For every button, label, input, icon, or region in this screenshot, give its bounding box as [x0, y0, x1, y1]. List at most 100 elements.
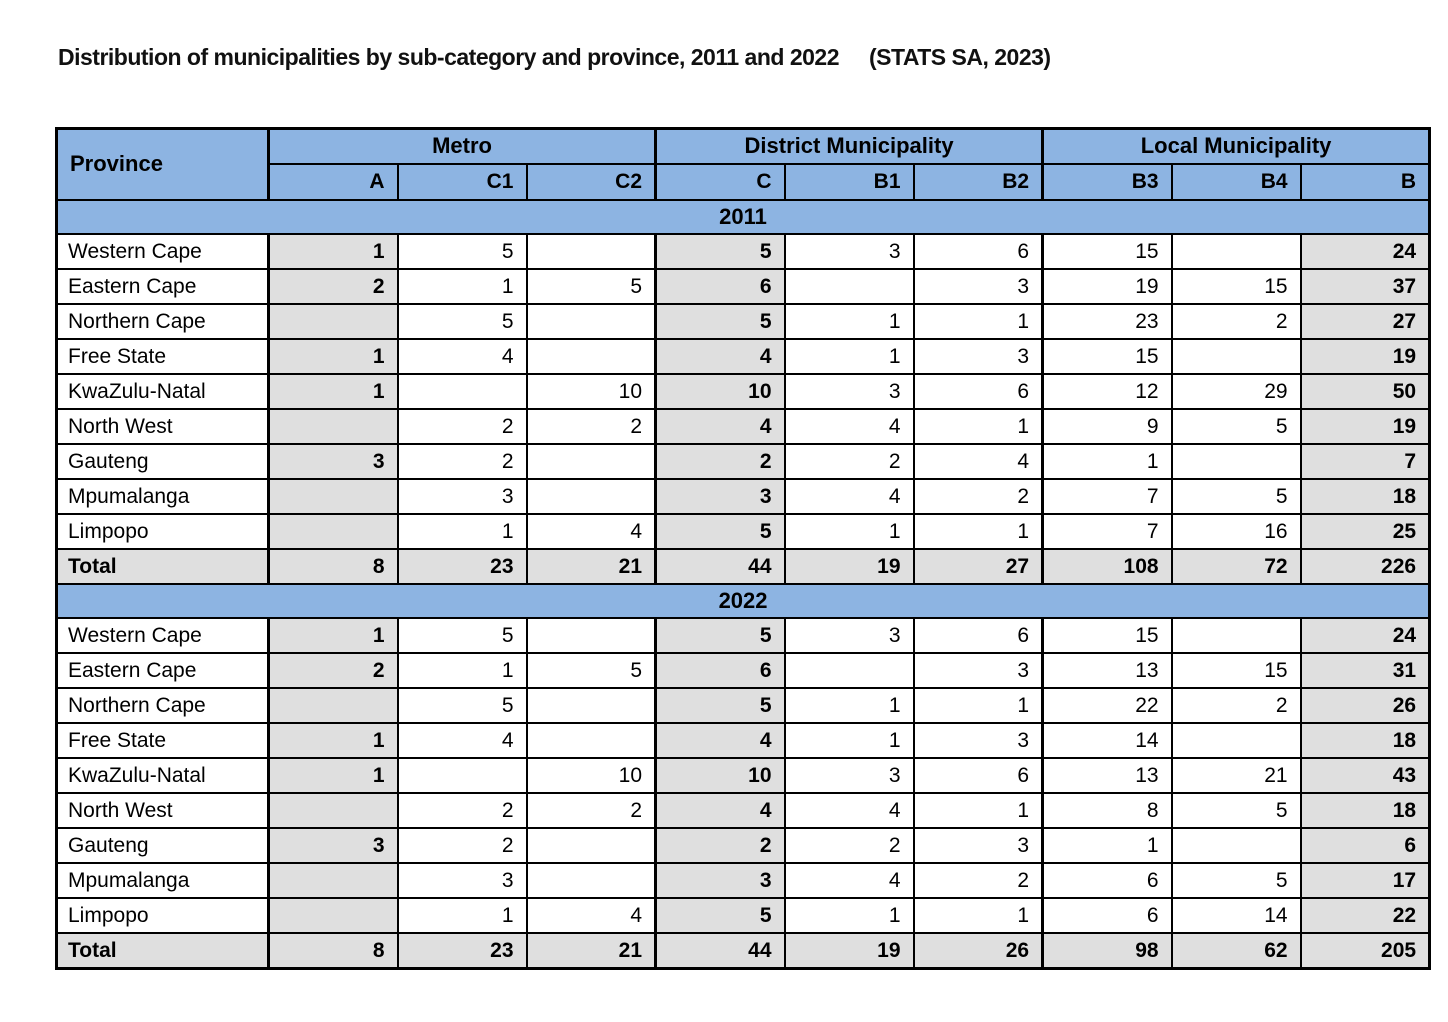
- table-row: KwaZulu-Natal 1 10 10 3 6 13 21 43: [55, 757, 1431, 794]
- value-cell: 1: [396, 652, 528, 689]
- column-header-c2: C2: [525, 163, 657, 201]
- value-cell: [783, 268, 915, 305]
- province-cell: Northern Cape: [55, 303, 270, 340]
- value-cell: 1: [267, 233, 399, 270]
- value-cell: 12: [1041, 373, 1173, 410]
- value-cell: 5: [654, 897, 786, 934]
- column-header-b: B: [1299, 163, 1431, 201]
- value-cell: 5: [654, 617, 786, 654]
- value-cell: 10: [654, 757, 786, 794]
- value-cell: 4: [525, 897, 657, 934]
- value-cell: 22: [1041, 687, 1173, 724]
- value-cell: 5: [396, 617, 528, 654]
- value-cell: [525, 617, 657, 654]
- value-cell: 1: [912, 792, 1044, 829]
- value-cell: 1: [912, 897, 1044, 934]
- value-cell: 1: [1041, 443, 1173, 480]
- value-cell: 3: [912, 722, 1044, 759]
- value-cell: 5: [525, 268, 657, 305]
- value-cell: 9: [1041, 408, 1173, 445]
- province-cell: Western Cape: [55, 233, 270, 270]
- value-cell: 26: [1299, 687, 1431, 724]
- value-cell: 1: [783, 338, 915, 375]
- value-cell: 23: [1041, 303, 1173, 340]
- value-cell: [1170, 827, 1302, 864]
- value-cell: 1: [396, 513, 528, 550]
- value-cell: 10: [525, 757, 657, 794]
- value-cell: 5: [1170, 792, 1302, 829]
- value-cell: 3: [654, 862, 786, 899]
- value-cell: 8: [267, 548, 399, 585]
- value-cell: 3: [912, 268, 1044, 305]
- value-cell: 1: [912, 513, 1044, 550]
- table-row: Northern Cape 5 5 1 1 22 2 26: [55, 687, 1431, 724]
- province-cell: Free State: [55, 722, 270, 759]
- value-cell: 6: [912, 233, 1044, 270]
- value-cell: 1: [912, 408, 1044, 445]
- value-cell: 6: [912, 757, 1044, 794]
- province-header: Province: [55, 127, 270, 201]
- value-cell: [525, 338, 657, 375]
- value-cell: 23: [396, 548, 528, 585]
- table-row: Mpumalanga 3 3 4 2 7 5 18: [55, 478, 1431, 515]
- subcategory-header-row: A C1 C2 C B1 B2 B3 B4 B: [57, 163, 1431, 201]
- page-title: Distribution of municipalities by sub-ca…: [58, 44, 1051, 71]
- column-header-a: A: [267, 163, 399, 201]
- value-cell: [1170, 233, 1302, 270]
- table-row: Free State 1 4 4 1 3 15 19: [55, 338, 1431, 375]
- value-cell: [267, 862, 399, 899]
- value-cell: 6: [912, 617, 1044, 654]
- value-cell: 23: [396, 932, 528, 970]
- value-cell: 3: [912, 338, 1044, 375]
- province-cell: Western Cape: [55, 617, 270, 654]
- value-cell: 4: [654, 792, 786, 829]
- value-cell: 19: [1299, 338, 1431, 375]
- value-cell: [267, 687, 399, 724]
- value-cell: [267, 897, 399, 934]
- value-cell: 15: [1041, 338, 1173, 375]
- table-row: Western Cape 1 5 5 3 6 15 24: [55, 617, 1431, 654]
- province-cell: North West: [55, 408, 270, 445]
- value-cell: 15: [1170, 652, 1302, 689]
- value-cell: 4: [396, 722, 528, 759]
- value-cell: 1: [396, 897, 528, 934]
- value-cell: 21: [525, 932, 657, 970]
- value-cell: 5: [654, 687, 786, 724]
- value-cell: 7: [1041, 478, 1173, 515]
- province-cell: Northern Cape: [55, 687, 270, 724]
- value-cell: 5: [654, 513, 786, 550]
- group-header-row: Province Metro District Municipality Loc…: [55, 127, 1431, 201]
- province-cell: KwaZulu-Natal: [55, 373, 270, 410]
- province-cell: Limpopo: [55, 513, 270, 550]
- value-cell: 72: [1170, 548, 1302, 585]
- value-cell: 3: [267, 827, 399, 864]
- province-cell: Gauteng: [55, 827, 270, 864]
- title-source: (STATS SA, 2023): [869, 44, 1051, 70]
- value-cell: 2: [783, 443, 915, 480]
- value-cell: 6: [1299, 827, 1431, 864]
- value-cell: 27: [912, 548, 1044, 585]
- value-cell: 29: [1170, 373, 1302, 410]
- municipalities-table: Province Metro District Municipality Loc…: [55, 127, 1432, 970]
- column-header-c1: C1: [396, 163, 528, 201]
- table-row: Free State 1 4 4 1 3 14 18: [55, 722, 1431, 759]
- value-cell: [1170, 722, 1302, 759]
- value-cell: 4: [525, 513, 657, 550]
- value-cell: 2: [654, 443, 786, 480]
- column-header-b1: B1: [783, 163, 915, 201]
- group-header-metro: Metro: [266, 127, 657, 165]
- value-cell: 10: [525, 373, 657, 410]
- value-cell: [525, 303, 657, 340]
- value-cell: [267, 513, 399, 550]
- value-cell: 27: [1299, 303, 1431, 340]
- table-row: Eastern Cape 2 1 5 6 3 13 15 31: [55, 652, 1431, 689]
- value-cell: 4: [654, 338, 786, 375]
- value-cell: 1: [267, 722, 399, 759]
- value-cell: 17: [1299, 862, 1431, 899]
- province-cell: Eastern Cape: [55, 652, 270, 689]
- value-cell: 1: [912, 303, 1044, 340]
- value-cell: 2: [396, 443, 528, 480]
- value-cell: 1: [267, 757, 399, 794]
- value-cell: 5: [525, 652, 657, 689]
- value-cell: 2: [396, 792, 528, 829]
